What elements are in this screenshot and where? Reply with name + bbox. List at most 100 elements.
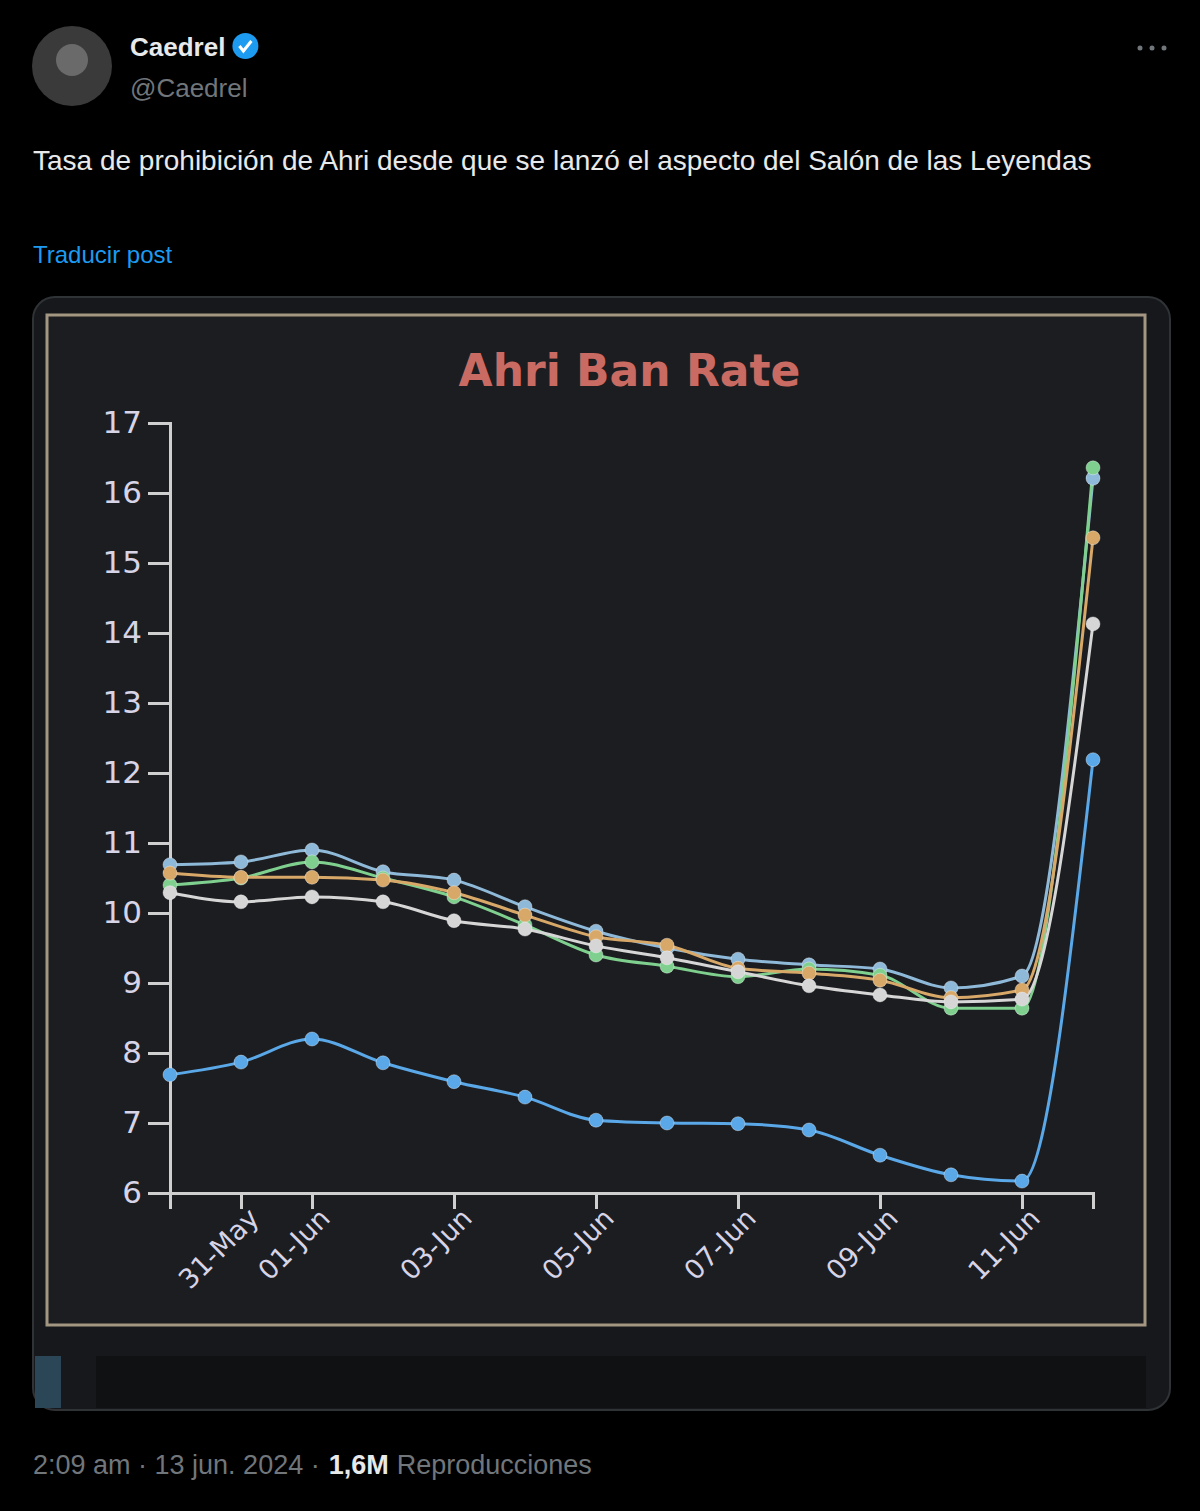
verified-badge (232, 33, 258, 59)
series-point (1086, 753, 1100, 767)
strip-left (35, 1356, 61, 1408)
translate-link[interactable]: Traducir post (33, 241, 172, 268)
chart-title: Ahri Ban Rate (459, 345, 801, 396)
y-tick-mark (148, 1052, 170, 1055)
series-point (944, 995, 958, 1009)
series-line (170, 624, 1093, 1002)
y-tick: 11 (103, 824, 170, 860)
y-tick-mark (148, 562, 170, 565)
series-line (170, 760, 1093, 1181)
more-menu[interactable] (1150, 46, 1155, 51)
y-tick: 13 (103, 684, 170, 720)
y-tick: 10 (103, 894, 170, 930)
series-point (802, 966, 816, 980)
series-point (873, 973, 887, 987)
x-tick-mark (1092, 1193, 1095, 1209)
series-point (518, 1090, 532, 1104)
avatar-head (56, 44, 88, 76)
y-tick-label: 9 (122, 964, 142, 1000)
series-point (731, 1117, 745, 1131)
y-tick-mark (148, 982, 170, 985)
y-tick-label: 7 (122, 1104, 142, 1140)
author-handle: @Caedrel (130, 73, 247, 103)
series-point (447, 873, 461, 887)
series-point (1015, 1174, 1029, 1188)
x-tick-label: 31-May (172, 1202, 265, 1295)
x-tick-label: 11-Jun (962, 1202, 1046, 1286)
series-point (802, 979, 816, 993)
series-point (163, 866, 177, 880)
series-point (944, 1168, 958, 1182)
media-card (33, 297, 1170, 1410)
chart-frame (47, 315, 1145, 1325)
series-point (447, 1075, 461, 1089)
more-menu[interactable] (1162, 46, 1167, 51)
series-point (518, 922, 532, 936)
background (0, 0, 1200, 1511)
x-tick-label: 07-Jun (678, 1202, 762, 1286)
x-axis: 31-May01-Jun 03-Jun 05-Jun 07-Jun 09-Jun 11-J… (171, 1193, 1094, 1295)
strip-right (96, 1356, 1146, 1408)
series-point (731, 965, 745, 979)
series-point (1086, 617, 1100, 631)
series-point (589, 1113, 603, 1127)
series-point (660, 938, 674, 952)
series-point (305, 890, 319, 904)
series-line (170, 478, 1093, 988)
series-point (163, 886, 177, 900)
y-tick-mark (148, 492, 170, 495)
series-point (234, 895, 248, 909)
y-tick: 15 (103, 544, 170, 580)
y-tick-label: 17 (103, 404, 142, 440)
x-tick (1093, 1193, 1094, 1209)
series-point (1015, 969, 1029, 983)
y-tick-label: 14 (103, 614, 142, 650)
series-line (170, 538, 1093, 998)
y-tick-label: 6 (122, 1174, 142, 1210)
y-tick-label: 10 (103, 894, 142, 930)
post-text: Tasa de prohibición de Ahri desde que se… (33, 145, 1092, 176)
x-tick: 01-Jun (252, 1193, 336, 1286)
y-tick: 16 (103, 474, 170, 510)
y-tick-mark (148, 842, 170, 845)
views-count: 1,6M (329, 1450, 389, 1480)
series-point (1086, 531, 1100, 545)
series-point (660, 951, 674, 965)
badge-check (239, 41, 251, 51)
y-tick-mark (148, 1122, 170, 1125)
x-tick: 05-Jun (536, 1193, 620, 1286)
author-name: Caedrel (130, 32, 225, 62)
series-point (305, 855, 319, 869)
y-tick-mark (148, 1192, 170, 1195)
series-point (660, 1116, 674, 1130)
y-axis: 6 7 8 9 10 11 12 13 14 15 16 17 (103, 404, 171, 1210)
series-point (234, 871, 248, 885)
x-tick-label: 09-Jun (820, 1202, 904, 1286)
y-tick: 8 (122, 1034, 170, 1070)
more-menu[interactable] (1138, 46, 1143, 51)
series-point (447, 914, 461, 928)
series-line (170, 468, 1093, 1008)
series-point (376, 1056, 390, 1070)
x-tick-label: 05-Jun (536, 1202, 620, 1286)
series-point (234, 870, 248, 884)
x-tick: 31-May (172, 1193, 265, 1295)
x-tick: 09-Jun (820, 1193, 904, 1286)
y-tick: 14 (103, 614, 170, 650)
series-point (234, 1055, 248, 1069)
series-point (589, 939, 603, 953)
y-tick-label: 16 (103, 474, 142, 510)
series-point (873, 988, 887, 1002)
x-tick: 03-Jun (394, 1193, 478, 1286)
series-point (447, 886, 461, 900)
x-tick-label: 03-Jun (394, 1202, 478, 1286)
y-tick-label: 12 (103, 754, 142, 790)
y-tick-label: 13 (103, 684, 142, 720)
series-point (376, 873, 390, 887)
y-tick: 6 (122, 1174, 170, 1210)
page: Caedrel @Caedrel Tasa de prohibición de Ah… (0, 0, 1200, 1511)
y-tick: 17 (103, 404, 170, 440)
avatar (32, 26, 112, 106)
y-tick-label: 11 (103, 824, 142, 860)
series-point (234, 855, 248, 869)
